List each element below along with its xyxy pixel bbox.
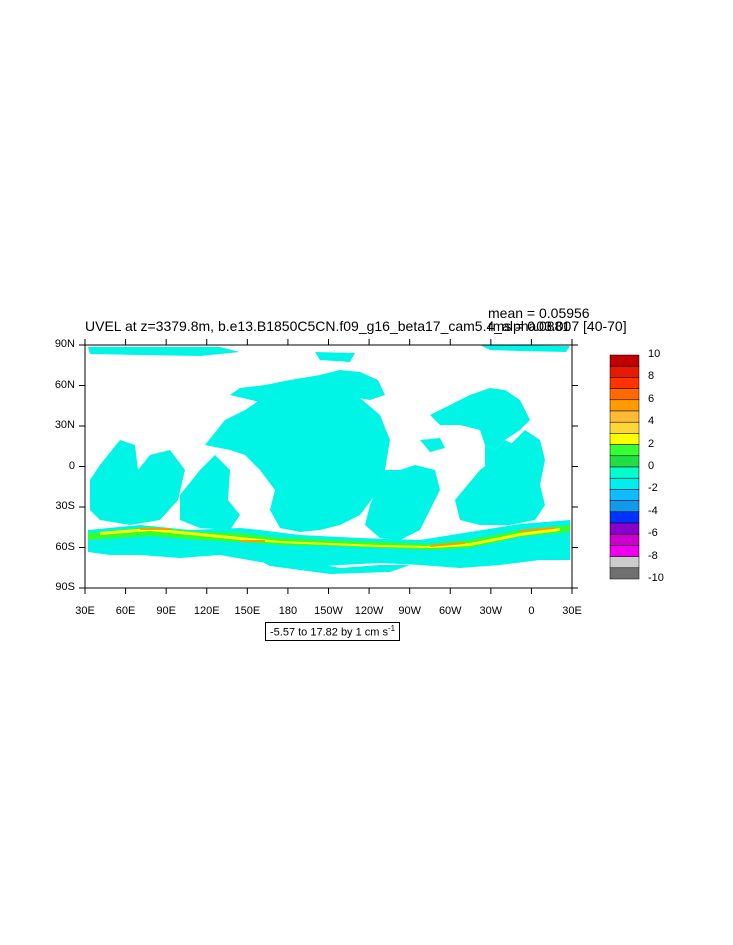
colorbar-swatch — [609, 354, 640, 367]
arctic-ocean-region — [88, 347, 240, 356]
mean-value: mean = 0.05956 — [488, 305, 590, 321]
colorbar-swatch — [609, 556, 640, 569]
x-tick-label: 60E — [115, 605, 136, 617]
x-tick-label: 30E — [562, 605, 582, 617]
colorbar-label: 8 — [648, 370, 655, 383]
y-tick-marks — [79, 344, 578, 589]
colorbar-swatch — [609, 567, 640, 580]
x-tick-label: 30W — [479, 605, 503, 617]
colorbar-swatch — [609, 377, 640, 389]
colorbar-swatch — [609, 500, 640, 513]
colorbar-label: 10 — [648, 348, 661, 360]
x-tick-label: 120W — [354, 605, 384, 617]
x-tick-label: 150W — [314, 605, 343, 617]
x-tick-label: 90W — [398, 605, 421, 617]
y-tick-label: 90N — [54, 338, 75, 350]
colorbar-swatch — [609, 511, 640, 524]
north-pacific — [230, 370, 385, 402]
colorbar-label: 2 — [648, 437, 655, 450]
colorbar-label: -4 — [648, 504, 658, 517]
colorbar-label: 4 — [648, 415, 655, 428]
colorbar-swatch — [609, 466, 640, 479]
x-tick-label: 30E — [75, 605, 95, 617]
north-atlantic — [430, 388, 530, 450]
colorbar-label: -8 — [648, 549, 658, 562]
y-tick-label: 60N — [54, 378, 75, 391]
colorbar-swatch — [609, 365, 640, 378]
caribbean-patch — [420, 438, 445, 452]
colorbar-swatch — [609, 433, 640, 445]
y-tick-label: 0 — [68, 459, 75, 472]
y-tick-label: 90S — [55, 581, 75, 593]
arctic-small-patch — [315, 352, 355, 362]
eastern-pacific — [365, 465, 440, 540]
ocean-velocity-field — [88, 345, 570, 574]
colorbar-swatch — [609, 455, 640, 468]
colorbar-label: -10 — [648, 572, 664, 584]
eastern-indian-ocean — [180, 455, 240, 530]
south-atlantic — [455, 430, 545, 525]
colorbar-label: -6 — [648, 527, 658, 540]
contour-range-exponent: -1 — [388, 624, 396, 633]
colorbar-swatch — [609, 489, 640, 501]
y-tick-label: 30S — [55, 500, 75, 512]
acc-orange-streak — [140, 527, 555, 547]
contour-range-box: -5.57 to 17.82 by 1 cm s-1 — [265, 622, 401, 641]
colorbar — [609, 354, 640, 580]
colorbar-label: -2 — [648, 482, 658, 495]
x-tick-label: 120E — [193, 605, 220, 617]
contour-range-text: -5.57 to 17.82 by 1 cm s — [270, 626, 389, 639]
y-tick-label: 30N — [54, 419, 75, 431]
x-tick-label: 60W — [438, 605, 462, 617]
colorbar-swatch — [609, 444, 640, 457]
x-tick-label: 0 — [528, 605, 535, 617]
colorbar-swatch — [609, 477, 640, 490]
southern-ocean-lower — [250, 555, 410, 574]
y-tick-label: 60S — [55, 540, 75, 553]
western-pacific — [205, 388, 390, 532]
atlantic-equatorial — [485, 440, 515, 475]
plot-title: UVEL at z=3379.8m, b.e13.B1850C5CN.f09_g… — [85, 318, 627, 334]
arctic-ocean-region-east — [480, 345, 570, 352]
colorbar-label: 6 — [648, 392, 655, 405]
rms-value: rms = 0.0881 — [488, 318, 571, 334]
western-indian-ocean — [90, 440, 185, 525]
x-tick-label: 90E — [156, 605, 176, 617]
colorbar-swatch — [609, 421, 640, 434]
colorbar-swatch — [609, 533, 640, 546]
colorbar-swatch — [609, 399, 640, 412]
colorbar-swatch — [609, 388, 640, 401]
colorbar-swatch — [609, 410, 640, 423]
x-tick-label: 180 — [278, 605, 298, 617]
colorbar-swatch — [609, 522, 640, 535]
x-tick-label: 150E — [234, 605, 261, 617]
colorbar-label: 0 — [648, 460, 655, 472]
colorbar-swatch — [609, 545, 640, 557]
x-tick-marks — [84, 339, 573, 594]
